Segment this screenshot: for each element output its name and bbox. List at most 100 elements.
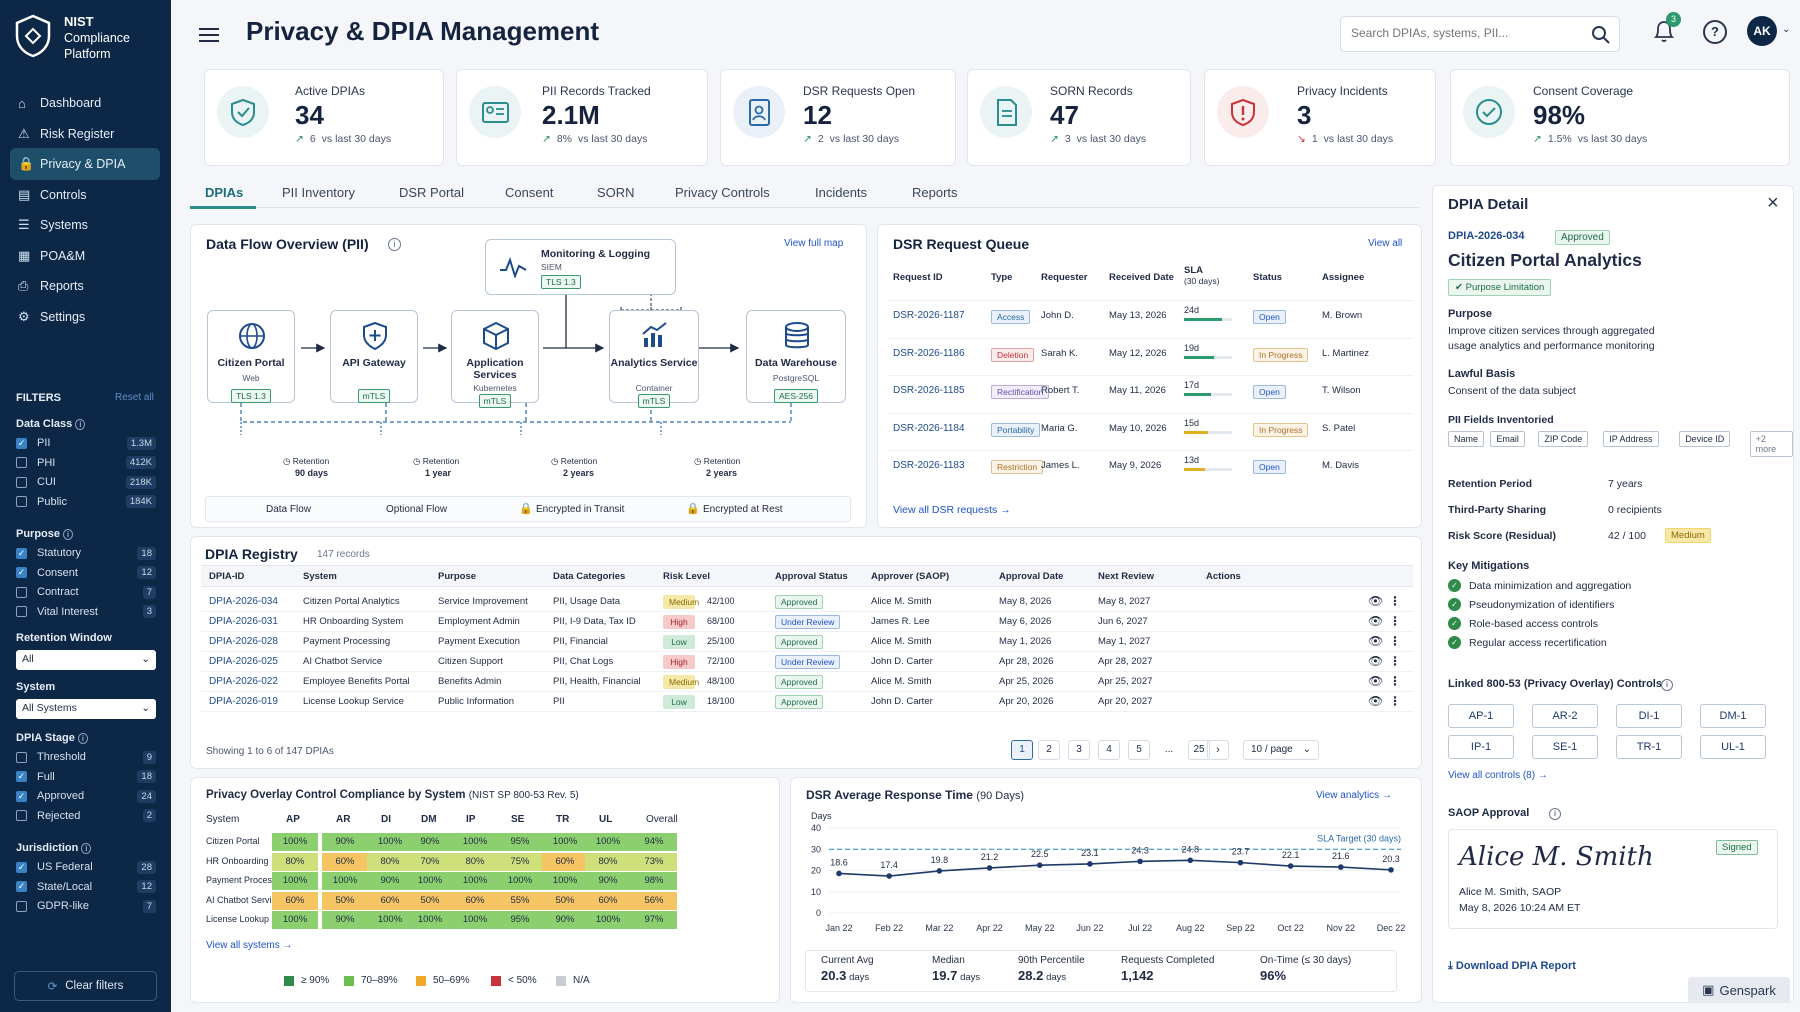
view-eye-icon[interactable]: 👁 — [1368, 634, 1384, 648]
checkbox[interactable]: ✓ — [16, 437, 27, 449]
menu-icon[interactable] — [199, 26, 229, 47]
heatmap-cell[interactable]: 100% — [272, 833, 318, 851]
checkbox[interactable] — [16, 586, 27, 598]
table-row[interactable] — [201, 652, 1413, 672]
info-icon[interactable]: i — [1549, 808, 1561, 820]
flow-node-api-gateway[interactable]: API Gateway mTLS — [330, 310, 418, 403]
heatmap-cell[interactable]: 80% — [272, 852, 318, 871]
heatmap-cell[interactable]: 100% — [407, 911, 453, 929]
registry-header[interactable]: DPIA-ID — [209, 571, 245, 582]
heatmap-cell[interactable]: 50% — [542, 891, 588, 910]
heatmap-cell[interactable]: 100% — [542, 872, 588, 890]
page-button[interactable]: 3 — [1068, 740, 1090, 760]
tab-pii-inventory[interactable]: PII Inventory — [282, 185, 355, 200]
filter-contract[interactable]: Contract 7 — [16, 584, 156, 600]
checkbox[interactable]: ✓ — [16, 790, 27, 802]
filter-threshold[interactable]: Threshold 9 — [16, 749, 156, 765]
table-row[interactable] — [201, 672, 1413, 692]
filter-approved[interactable]: ✓ Approved 24 — [16, 788, 156, 804]
heatmap-cell[interactable]: 90% — [407, 833, 453, 851]
info-icon[interactable]: i — [1661, 679, 1673, 691]
checkbox[interactable] — [16, 606, 27, 617]
filter-us-federal[interactable]: ✓ US Federal 28 — [16, 859, 156, 875]
search-box[interactable] — [1340, 16, 1620, 52]
table-row[interactable] — [888, 300, 1413, 336]
table-row[interactable] — [201, 632, 1413, 652]
filter-pii[interactable]: ✓ PII 1.3M — [16, 435, 156, 451]
sidebar-item-settings[interactable]: ⚙ Settings — [10, 301, 160, 333]
view-full-map-link[interactable]: View full map — [784, 238, 844, 249]
app-logo[interactable]: NIST Compliance Platform — [14, 14, 154, 64]
kpi-card[interactable]: DSR Requests Open 12 ↗ 2 vs last 30 days — [720, 69, 956, 166]
monitoring-node[interactable]: Monitoring & Logging SIEM TLS 1.3 — [485, 239, 676, 295]
next-page-icon[interactable]: › — [1207, 740, 1229, 760]
control-chip[interactable]: TR-1 — [1616, 735, 1682, 759]
registry-id[interactable]: DPIA-2026-031 — [209, 616, 278, 627]
heatmap-cell[interactable]: 100% — [452, 872, 498, 890]
filter-vital-interest[interactable]: Vital Interest 3 — [16, 604, 156, 620]
heatmap-cell[interactable]: 60% — [367, 891, 413, 910]
heatmap-cell[interactable]: 75% — [497, 852, 543, 871]
heatmap-cell[interactable]: 50% — [322, 891, 368, 910]
sidebar-item-controls[interactable]: ▤ Controls — [10, 179, 160, 211]
sidebar-item-reports[interactable]: ⎙ Reports — [10, 270, 160, 302]
heatmap-cell[interactable]: 70% — [407, 852, 453, 871]
view-all-controls-link[interactable]: View all controls (8) → — [1448, 770, 1548, 781]
filter-consent[interactable]: ✓ Consent 12 — [16, 565, 156, 581]
reset-all-link[interactable]: Reset all — [115, 392, 154, 403]
heatmap-cell[interactable]: 90% — [322, 911, 368, 929]
table-row[interactable] — [888, 412, 1413, 449]
kpi-card[interactable]: Active DPIAs 34 ↗ 6 vs last 30 days — [204, 69, 444, 166]
page-button[interactable]: 2 — [1038, 740, 1060, 760]
flow-node-application-services[interactable]: Application Services Kubernetes mTLS — [451, 310, 539, 408]
checkbox[interactable]: ✓ — [16, 771, 27, 782]
flow-node-citizen-portal[interactable]: Citizen Portal Web TLS 1.3 — [207, 310, 295, 403]
checkbox[interactable]: ✓ — [16, 881, 27, 892]
heatmap-cell[interactable]: 90% — [542, 911, 588, 929]
more-vertical-icon[interactable]: ⋮ — [1389, 674, 1401, 688]
tab-incidents[interactable]: Incidents — [815, 185, 868, 200]
sidebar-item-risk-register[interactable]: ⚠ Risk Register — [10, 118, 160, 150]
chevron-down-icon[interactable]: ⌄ — [1782, 24, 1791, 35]
table-row[interactable] — [888, 450, 1413, 486]
more-vertical-icon[interactable]: ⋮ — [1389, 654, 1401, 668]
help-icon[interactable]: ? — [1703, 20, 1727, 44]
view-eye-icon[interactable]: 👁 — [1368, 614, 1384, 628]
view-all-dsr-link[interactable]: View all DSR requests → — [893, 504, 1011, 516]
view-eye-icon[interactable]: 👁 — [1368, 674, 1384, 688]
table-row[interactable] — [201, 592, 1413, 612]
control-chip[interactable]: DI-1 — [1616, 704, 1682, 728]
heatmap-cell[interactable]: 60% — [272, 891, 318, 910]
registry-header[interactable]: Purpose — [438, 571, 477, 582]
checkbox[interactable]: ✓ — [16, 547, 27, 559]
registry-header[interactable]: Approval Date — [999, 571, 1064, 582]
kpi-card[interactable]: Consent Coverage 98% ↗ 1.5% vs last 30 days — [1450, 69, 1790, 166]
heatmap-cell[interactable]: 100% — [542, 833, 588, 851]
per-page-select[interactable]: 10 / page ⌄ — [1243, 740, 1319, 760]
filter-statutory[interactable]: ✓ Statutory 18 — [16, 545, 156, 561]
filter-cui[interactable]: CUI 218K — [16, 474, 156, 490]
heatmap-cell[interactable]: 100% — [452, 911, 498, 929]
search-icon[interactable] — [1591, 25, 1611, 45]
filter-rejected[interactable]: Rejected 2 — [16, 808, 156, 824]
checkbox[interactable] — [16, 751, 27, 763]
heatmap-cell[interactable]: 100% — [272, 911, 318, 929]
registry-id[interactable]: DPIA-2026-022 — [209, 676, 278, 687]
table-row[interactable] — [888, 375, 1413, 411]
tab-sorn[interactable]: SORN — [597, 185, 635, 200]
view-eye-icon[interactable]: 👁 — [1368, 694, 1384, 708]
heatmap-cell[interactable]: 90% — [367, 872, 413, 890]
registry-header[interactable]: Risk Level — [663, 571, 710, 582]
control-chip[interactable]: AP-1 — [1448, 704, 1514, 728]
heatmap-cell[interactable]: 95% — [497, 833, 543, 851]
checkbox[interactable]: ✓ — [16, 861, 27, 873]
page-button[interactable]: 1 — [1011, 740, 1033, 760]
page-button[interactable]: ... — [1164, 744, 1174, 755]
registry-id[interactable]: DPIA-2026-028 — [209, 636, 278, 647]
more-vertical-icon[interactable]: ⋮ — [1389, 614, 1401, 628]
control-chip[interactable]: AR-2 — [1532, 704, 1598, 728]
registry-header[interactable]: System — [303, 571, 337, 582]
tab-dpias[interactable]: DPIAs — [205, 185, 244, 200]
view-all-systems-link[interactable]: View all systems → — [206, 940, 293, 951]
checkbox[interactable]: ✓ — [16, 567, 27, 578]
